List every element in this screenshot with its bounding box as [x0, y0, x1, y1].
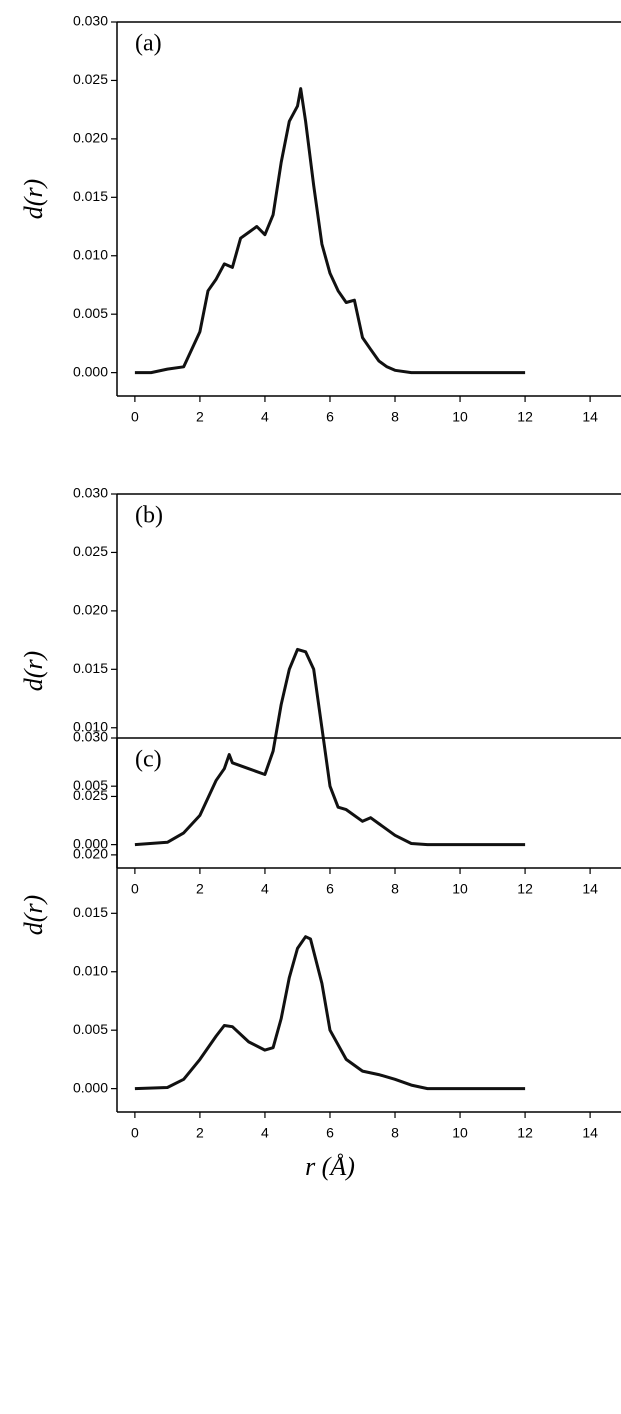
y-tick-label: 0.000: [73, 1079, 108, 1095]
x-tick-label: 6: [326, 409, 334, 425]
x-tick-label: 4: [261, 1125, 269, 1141]
x-tick-label: 0: [131, 409, 139, 425]
y-axis-label: d(r): [19, 895, 48, 935]
x-tick-label: 12: [517, 881, 533, 897]
x-tick-label: 0: [131, 881, 139, 897]
y-tick-label: 0.020: [73, 846, 108, 862]
y-tick-label: 0.025: [73, 787, 108, 803]
x-tick-label: 6: [326, 1125, 334, 1141]
x-tick-label: 12: [517, 1125, 533, 1141]
x-tick-label: 14: [582, 409, 598, 425]
x-tick-label: 4: [261, 881, 269, 897]
y-tick-label: 0.030: [73, 729, 108, 745]
data-line: [134, 935, 526, 1091]
y-tick-label: 0.000: [73, 363, 108, 379]
x-tick-label: 12: [517, 409, 533, 425]
y-tick-label: 0.010: [73, 962, 108, 978]
y-tick-label: 0.005: [73, 1021, 108, 1037]
y-tick-label: 0.015: [73, 660, 108, 676]
data-line: [134, 87, 526, 375]
y-tick-label: 0.010: [73, 246, 108, 262]
y-axis-label: d(r): [19, 179, 48, 219]
panel-label: (a): [135, 31, 162, 57]
y-tick-label: 0.025: [73, 71, 108, 87]
x-tick-label: 8: [391, 1125, 399, 1141]
x-tick-label: 10: [452, 409, 468, 425]
y-tick-label: 0.005: [73, 777, 108, 793]
x-tick-label: 2: [196, 881, 204, 897]
x-tick-label: 8: [391, 881, 399, 897]
y-tick-label: 0.020: [73, 130, 108, 146]
y-tick-label: 0.030: [73, 13, 108, 29]
x-tick-label: 4: [261, 409, 269, 425]
x-tick-label: 0: [131, 1125, 139, 1141]
y-tick-label: 0.005: [73, 305, 108, 321]
y-tick-label: 0.025: [73, 543, 108, 559]
y-tick-label: 0.015: [73, 188, 108, 204]
x-tick-label: 6: [326, 881, 334, 897]
x-tick-label: 2: [196, 1125, 204, 1141]
y-tick-label: 0.015: [73, 904, 108, 920]
y-tick-label: 0.010: [73, 718, 108, 734]
y-tick-label: 0.000: [73, 835, 108, 851]
y-tick-label: 0.030: [73, 485, 108, 501]
x-axis-label: r (Å): [305, 1152, 355, 1181]
x-tick-label: 14: [582, 881, 598, 897]
x-tick-label: 14: [582, 1125, 598, 1141]
x-tick-label: 10: [452, 881, 468, 897]
y-axis-label: d(r): [19, 651, 48, 691]
x-tick-label: 10: [452, 1125, 468, 1141]
x-tick-label: 8: [391, 409, 399, 425]
y-tick-label: 0.020: [73, 602, 108, 618]
panel-label: (c): [135, 747, 162, 773]
x-tick-label: 2: [196, 409, 204, 425]
data-line: [134, 647, 526, 847]
panel-label: (b): [135, 503, 163, 529]
